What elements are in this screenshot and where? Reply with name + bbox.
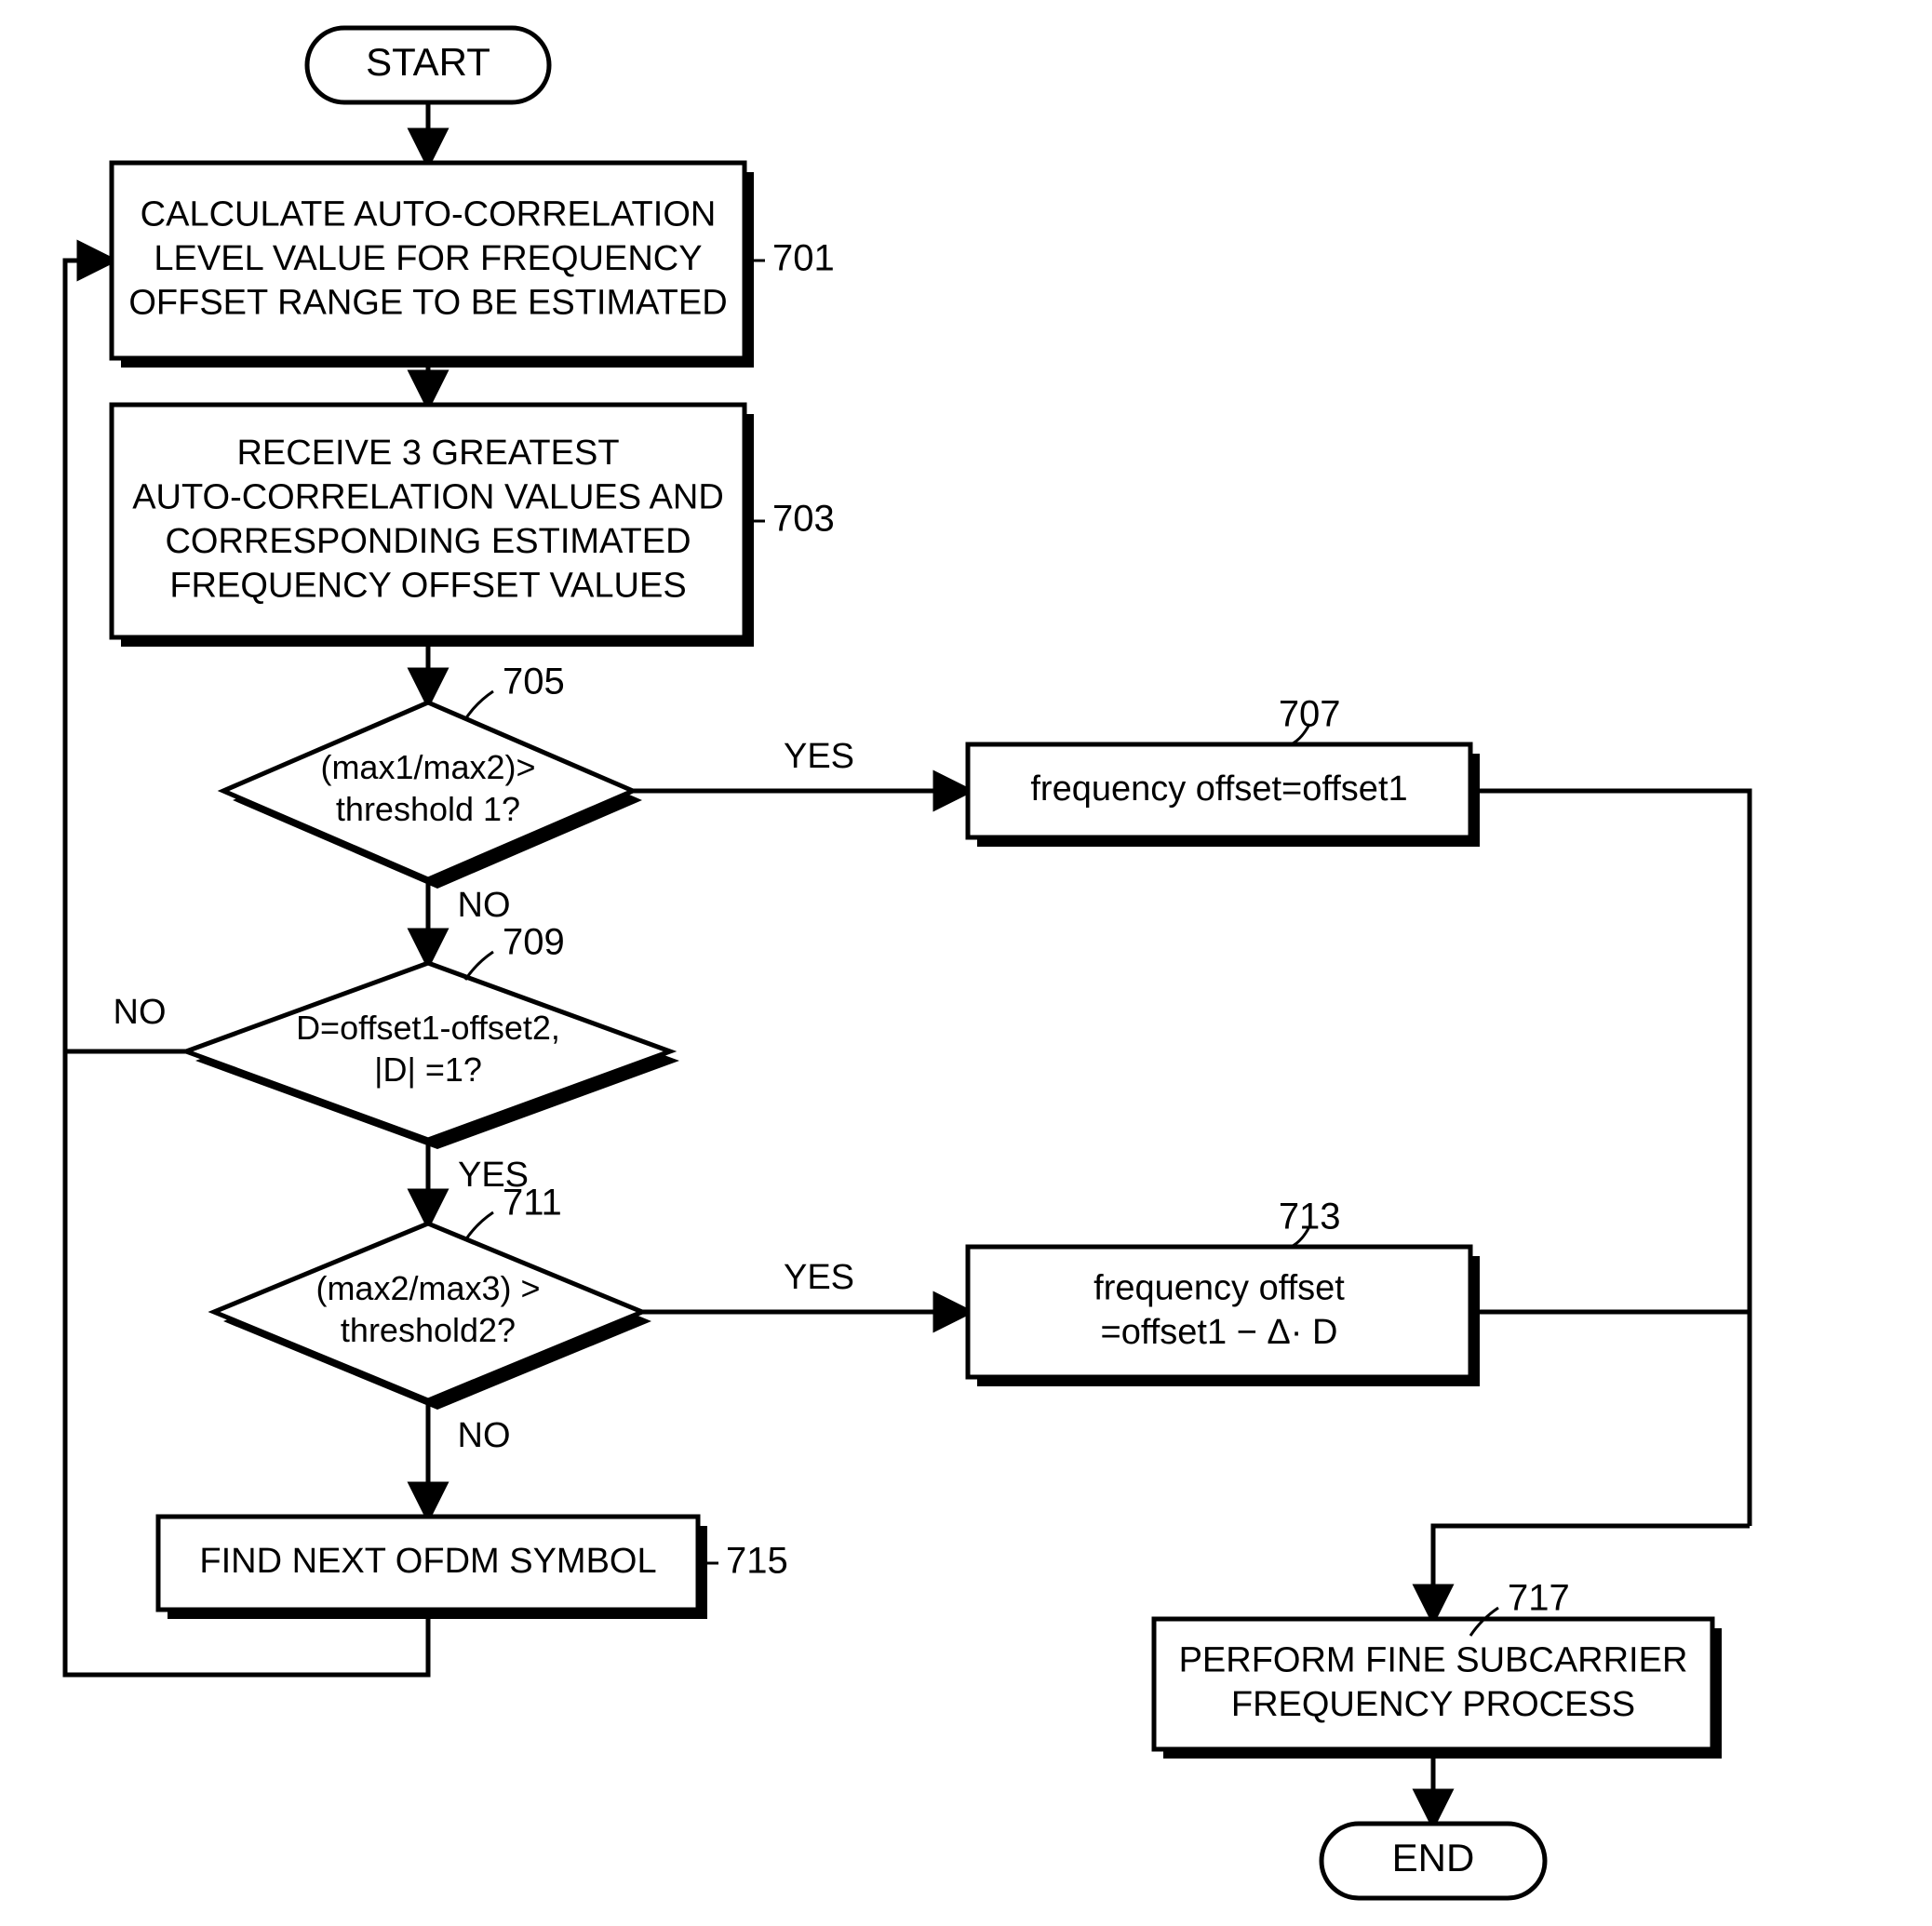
edge-label: NO [458, 886, 511, 925]
node-text: RECEIVE 3 GREATEST [236, 434, 619, 473]
node-n701: CALCULATE AUTO-CORRELATION LEVEL VALUE FO… [112, 163, 835, 368]
node-text: =offset1 − Δ· D [1101, 1313, 1338, 1352]
edge [1433, 1526, 1750, 1619]
node-text: threshold2? [341, 1311, 516, 1349]
node-text: FIND NEXT OFDM SYMBOL [199, 1542, 656, 1581]
node-text: frequency offset=offset1 [1030, 769, 1407, 809]
node-text: |D| =1? [374, 1050, 482, 1089]
node-text: frequency offset [1093, 1268, 1345, 1307]
node-n705: (max1/max2)> threshold 1? 705 [223, 662, 642, 889]
node-n709: D=offset1-offset2,|D| =1? 709 [186, 922, 679, 1149]
node-text: FREQUENCY PROCESS [1231, 1685, 1635, 1724]
node-ref-label: 705 [503, 662, 565, 702]
node-text: CALCULATE AUTO-CORRELATION [141, 195, 717, 234]
edge-label: YES [784, 1258, 854, 1297]
node-ref-label: 715 [726, 1541, 788, 1582]
node-text: (max1/max2)> [320, 748, 535, 786]
node-ref-label: 709 [503, 922, 565, 963]
node-ref-label: 707 [1279, 694, 1341, 735]
edge-label: NO [458, 1416, 511, 1455]
node-text: CORRESPONDING ESTIMATED [165, 522, 691, 561]
node-text: END [1392, 1836, 1475, 1879]
node-end: END [1322, 1824, 1545, 1898]
node-n707: frequency offset=offset1 707 [968, 694, 1480, 847]
edge-label: NO [114, 993, 167, 1032]
node-text: AUTO-CORRELATION VALUES AND [132, 477, 724, 516]
node-n713: frequency offset =offset1 − Δ· D 713 [968, 1197, 1480, 1386]
node-text: PERFORM FINE SUBCARRIER [1179, 1640, 1688, 1679]
nodes-layer: START CALCULATE AUTO-CORRELATION LEVEL VAL… [112, 28, 1722, 1898]
node-n703: RECEIVE 3 GREATEST AUTO-CORRELATION VALUE… [112, 405, 835, 647]
node-ref-label: 703 [772, 499, 835, 540]
node-text: threshold 1? [336, 790, 520, 828]
node-ref-label: 717 [1508, 1578, 1570, 1619]
node-ref-label: 713 [1279, 1197, 1341, 1237]
node-ref-label: 701 [772, 238, 835, 279]
flowchart-canvas: YESNOYESNOYESNOSTARTCALCULATE AUTO-CORRE… [0, 0, 1932, 1926]
node-text: D=offset1-offset2, [296, 1009, 560, 1047]
node-n715: FIND NEXT OFDM SYMBOL 715 [158, 1517, 788, 1619]
edge-label: YES [784, 737, 854, 776]
node-n717: PERFORM FINE SUBCARRIER FREQUENCY PROCESS… [1154, 1578, 1722, 1759]
node-text: OFFSET RANGE TO BE ESTIMATED [128, 284, 727, 323]
node-text: LEVEL VALUE FOR FREQUENCY [154, 239, 702, 278]
node-n711: (max2/max3) > threshold2? 711 [214, 1183, 651, 1410]
edge [1470, 791, 1750, 1526]
node-ref-label: 711 [503, 1183, 562, 1224]
node-text: START [366, 40, 490, 84]
node-text: (max2/max3) > [315, 1269, 540, 1307]
node-start: START [307, 28, 549, 102]
node-text: FREQUENCY OFFSET VALUES [169, 566, 686, 605]
